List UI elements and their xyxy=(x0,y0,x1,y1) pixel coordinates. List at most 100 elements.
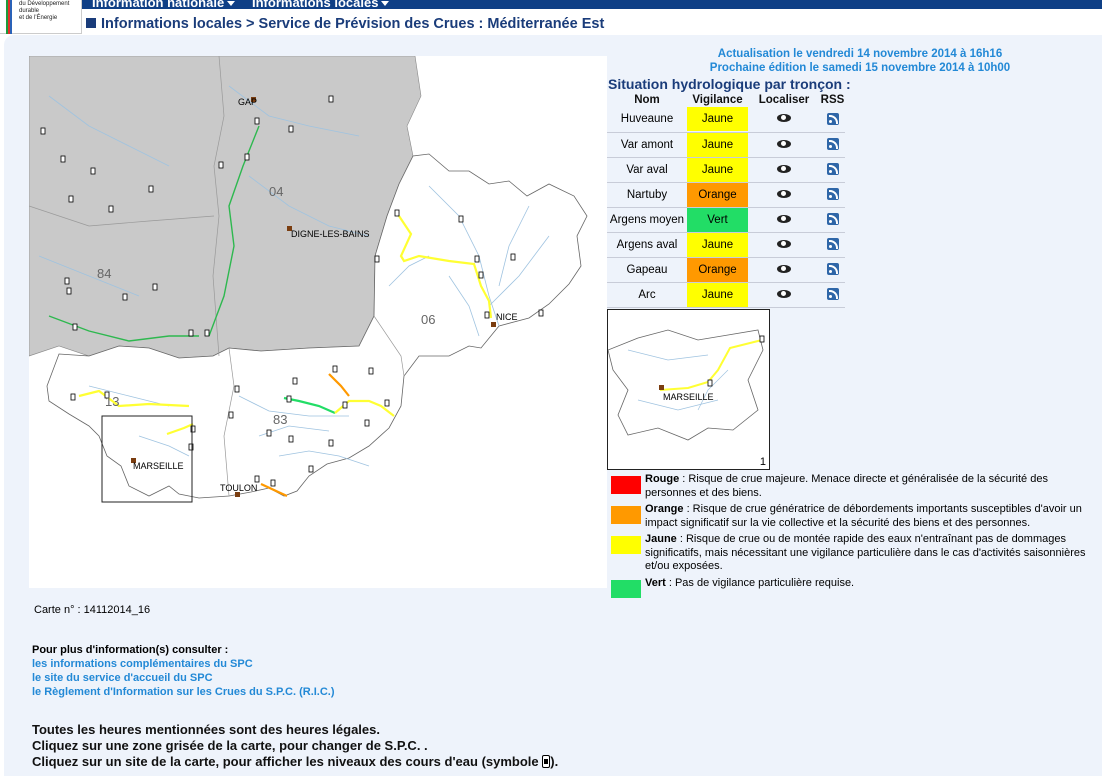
rss-icon[interactable] xyxy=(826,113,839,126)
legend-item: Rouge : Risque de crue majeure. Menace d… xyxy=(611,473,1097,500)
rss-icon[interactable] xyxy=(826,288,839,301)
city-label-marseille: MARSEILLE xyxy=(133,461,184,471)
troncon-name: Nartuby xyxy=(607,182,687,208)
bullet-square-icon xyxy=(86,18,96,28)
dept-label-84: 84 xyxy=(97,266,111,281)
note-zone-grisee: Cliquez sur une zone grisée de la carte,… xyxy=(32,738,428,753)
vigilance-sections xyxy=(78,215,493,497)
eye-icon[interactable] xyxy=(777,164,791,173)
breadcrumb: Informations locales > Service de Prévis… xyxy=(86,16,604,32)
link-reglement-ric[interactable]: le Règlement d'Information sur les Crues… xyxy=(32,686,335,698)
localiser-cell xyxy=(748,282,820,308)
department-boundaries xyxy=(29,56,405,497)
localiser-cell xyxy=(748,232,820,258)
legend-text: : Risque de crue majeure. Menace directe… xyxy=(645,473,1048,499)
dept-label-83: 83 xyxy=(273,412,287,427)
eye-icon[interactable] xyxy=(777,264,791,273)
chevron-down-icon xyxy=(227,1,236,7)
vigilance-cell: Vert xyxy=(687,207,748,233)
legend-label: Vert xyxy=(645,576,666,589)
actualisation-text: Actualisation le vendredi 14 novembre 20… xyxy=(717,48,1003,60)
dept-label-04: 04 xyxy=(269,184,283,199)
table-row: Gapeau Orange xyxy=(607,257,845,283)
top-bar: du Développement durable et de l'Énergie… xyxy=(0,0,1102,35)
troncon-name: Huveaune xyxy=(607,107,687,133)
logo-color-bar xyxy=(6,0,12,34)
vigilance-map[interactable]: GAP DIGNE-LES-BAINS NICE MARSEILLE TOULO… xyxy=(29,56,607,588)
eye-icon[interactable] xyxy=(777,114,791,123)
rss-cell xyxy=(820,232,845,258)
rss-icon[interactable] xyxy=(826,163,839,176)
localiser-cell xyxy=(748,257,820,283)
rss-icon[interactable] xyxy=(826,188,839,201)
grey-zone-alps[interactable] xyxy=(29,56,422,359)
rss-icon[interactable] xyxy=(826,213,839,226)
vigilance-level: Vert xyxy=(687,207,748,232)
notes: Toutes les heures mentionnées sont des h… xyxy=(32,722,558,770)
rss-cell xyxy=(820,207,845,233)
vigilance-cell: Jaune xyxy=(687,107,748,133)
eye-icon[interactable] xyxy=(777,239,791,248)
inset-svg[interactable]: MARSEILLE xyxy=(607,310,769,469)
city-label-toulon: TOULON xyxy=(220,483,257,493)
map-svg[interactable]: GAP DIGNE-LES-BAINS NICE MARSEILLE TOULO… xyxy=(29,56,607,588)
troncon-table: Nom Vigilance Localiser RSS Huveaune Jaun… xyxy=(607,93,845,308)
rss-icon[interactable] xyxy=(826,238,839,251)
vigilance-cell: Jaune xyxy=(687,157,748,183)
localiser-cell xyxy=(748,157,820,183)
prochaine-edition-text: Prochaine édition le samedi 15 novembre … xyxy=(709,62,1011,74)
station-symbol-icon xyxy=(542,755,551,768)
vigilance-level: Jaune xyxy=(687,107,748,132)
link-service-accueil[interactable]: le site du service d'accueil du SPC xyxy=(32,672,213,684)
inset-map-marseille[interactable]: MARSEILLE 1 xyxy=(607,309,770,470)
legend-text: : Pas de vigilance particulière requise. xyxy=(665,576,855,589)
legend-item: Vert : Pas de vigilance particulière req… xyxy=(611,576,1097,598)
carte-number: Carte n° : 14112014_16 xyxy=(34,604,151,616)
legend-swatch xyxy=(611,476,641,494)
legend-swatch xyxy=(611,536,641,554)
col-header-vigilance: Vigilance xyxy=(692,94,743,106)
note-heures: Toutes les heures mentionnées sont des h… xyxy=(32,722,380,737)
inset-number: 1 xyxy=(759,456,766,468)
legend-label: Rouge xyxy=(645,473,680,485)
rss-cell xyxy=(820,182,845,208)
table-row: Arc Jaune xyxy=(607,282,845,308)
rss-cell xyxy=(820,157,845,183)
table-row: Argens aval Jaune xyxy=(607,232,845,258)
inset-frame-marseille[interactable] xyxy=(101,415,193,503)
nav-strip: Information nationale Informations local… xyxy=(82,0,1102,9)
localiser-cell xyxy=(748,107,820,133)
chevron-down-icon xyxy=(381,1,390,7)
eye-icon[interactable] xyxy=(777,189,791,198)
vigilance-level: Jaune xyxy=(687,132,748,157)
eye-icon[interactable] xyxy=(777,289,791,298)
troncon-name: Arc xyxy=(607,282,687,308)
ministry-logo: du Développement durable et de l'Énergie xyxy=(0,0,82,34)
dept-label-06: 06 xyxy=(421,312,435,327)
nav-informations-locales[interactable]: Informations locales xyxy=(252,0,390,9)
vigilance-level: Orange xyxy=(687,182,748,207)
eye-icon[interactable] xyxy=(777,139,791,148)
inset-city-label: MARSEILLE xyxy=(663,392,714,402)
legend-text: : Risque de crue ou de montée rapide des… xyxy=(645,533,1086,572)
col-header-rss: RSS xyxy=(820,94,845,106)
vigilance-cell: Jaune xyxy=(687,232,748,258)
link-infos-complementaires[interactable]: les informations complémentaires du SPC xyxy=(32,658,253,670)
localiser-cell xyxy=(748,207,820,233)
rss-icon[interactable] xyxy=(826,138,839,151)
rss-icon[interactable] xyxy=(826,263,839,276)
rss-cell xyxy=(820,257,845,283)
nav-information-nationale[interactable]: Information nationale xyxy=(92,0,236,9)
legend-label: Jaune xyxy=(645,533,677,545)
logo-text: du Développement durable et de l'Énergie xyxy=(19,1,70,21)
vigilance-level: Jaune xyxy=(687,282,748,307)
more-info-title: Pour plus d'information(s) consulter : xyxy=(32,644,229,656)
vigilance-level: Jaune xyxy=(687,157,748,182)
eye-icon[interactable] xyxy=(777,214,791,223)
legend-swatch xyxy=(611,506,641,524)
troncon-name: Var amont xyxy=(607,132,687,158)
col-header-nom: Nom xyxy=(634,94,660,106)
city-label-digne: DIGNE-LES-BAINS xyxy=(291,229,370,239)
station-markers[interactable] xyxy=(40,95,544,487)
city-markers xyxy=(131,97,496,497)
